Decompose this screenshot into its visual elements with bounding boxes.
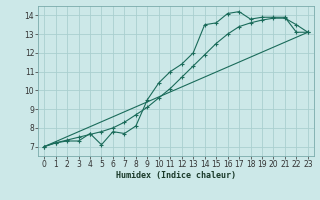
X-axis label: Humidex (Indice chaleur): Humidex (Indice chaleur) [116,171,236,180]
